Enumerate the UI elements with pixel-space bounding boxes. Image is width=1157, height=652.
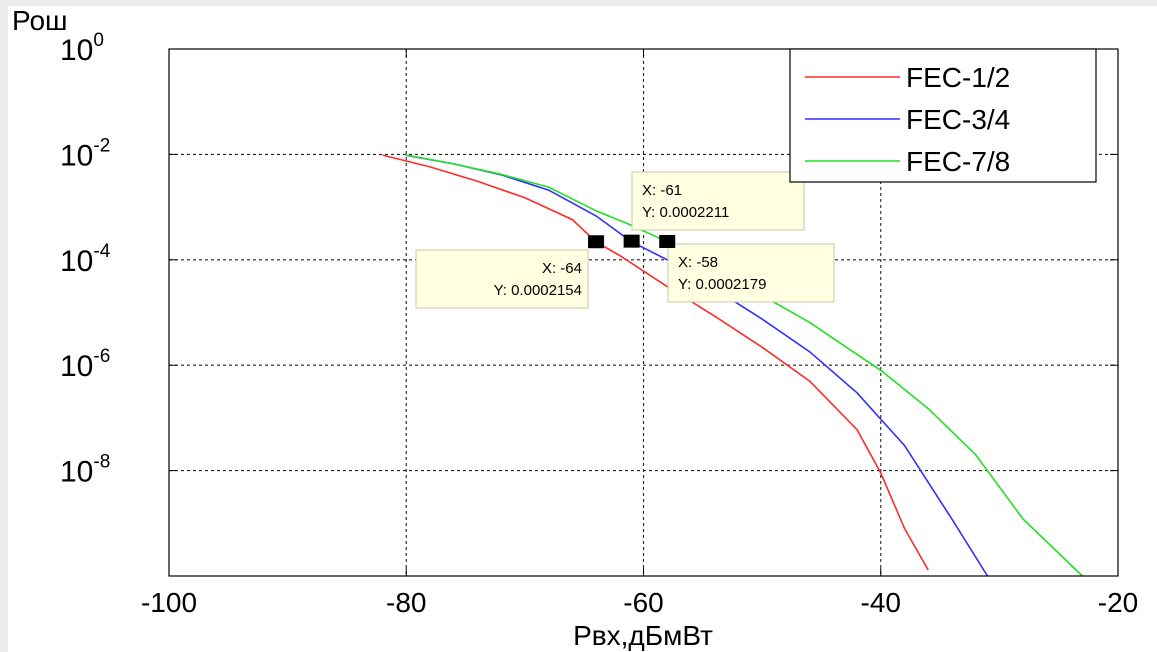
x-tick-label: -100 bbox=[141, 587, 197, 618]
y-tick-label: 10-6 bbox=[60, 346, 110, 383]
data-tip: X: -58 Y: 0.0002179 bbox=[659, 234, 835, 303]
data-tip-box bbox=[667, 243, 835, 303]
data-tip: X: -64 Y: 0.0002154 bbox=[415, 235, 605, 309]
grid bbox=[169, 49, 1118, 576]
y-tick-label: 10-8 bbox=[60, 452, 110, 489]
legend-entry: FEC-1/2 bbox=[906, 62, 1010, 93]
x-tick-label: -60 bbox=[623, 587, 663, 618]
data-tip-marker[interactable] bbox=[588, 235, 605, 249]
data-tip: X: -61 Y: 0.0002211 bbox=[623, 171, 805, 248]
data-tip-x: X: -61 bbox=[642, 182, 682, 199]
data-tip-y: Y: 0.0002154 bbox=[494, 282, 582, 299]
data-tip-marker[interactable] bbox=[623, 234, 640, 248]
data-tip-marker[interactable] bbox=[659, 234, 676, 248]
x-tick-label: -80 bbox=[386, 587, 426, 618]
data-tip-x: X: -58 bbox=[678, 254, 718, 271]
legend: FEC-1/2 FEC-3/4 FEC-7/8 bbox=[789, 48, 1097, 183]
x-axis-label: Рвх,дБмВт bbox=[573, 620, 713, 651]
legend-entry: FEC-7/8 bbox=[906, 146, 1010, 177]
legend-entry: FEC-3/4 bbox=[906, 104, 1010, 135]
x-tick-label: -20 bbox=[1098, 587, 1138, 618]
legend-box bbox=[789, 48, 1097, 183]
data-tip-x: X: -64 bbox=[542, 260, 582, 277]
data-tip-box bbox=[415, 249, 589, 309]
y-tick-label: 10-2 bbox=[60, 135, 110, 172]
y-axis-label: Рош bbox=[12, 5, 67, 36]
x-tick-label: -40 bbox=[861, 587, 901, 618]
data-tip-box bbox=[631, 171, 805, 231]
series-line-FEC-1/2 bbox=[382, 154, 929, 571]
y-tick-label: 10-4 bbox=[60, 241, 111, 278]
data-tip-y: Y: 0.0002179 bbox=[678, 276, 766, 293]
y-tick-label: 100 bbox=[60, 30, 104, 67]
data-tip-y: Y: 0.0002211 bbox=[642, 204, 729, 221]
ticks: -100 -80 -60 -40 -20 100 10-2 10-4 10-6 10-8 bbox=[60, 30, 1138, 618]
